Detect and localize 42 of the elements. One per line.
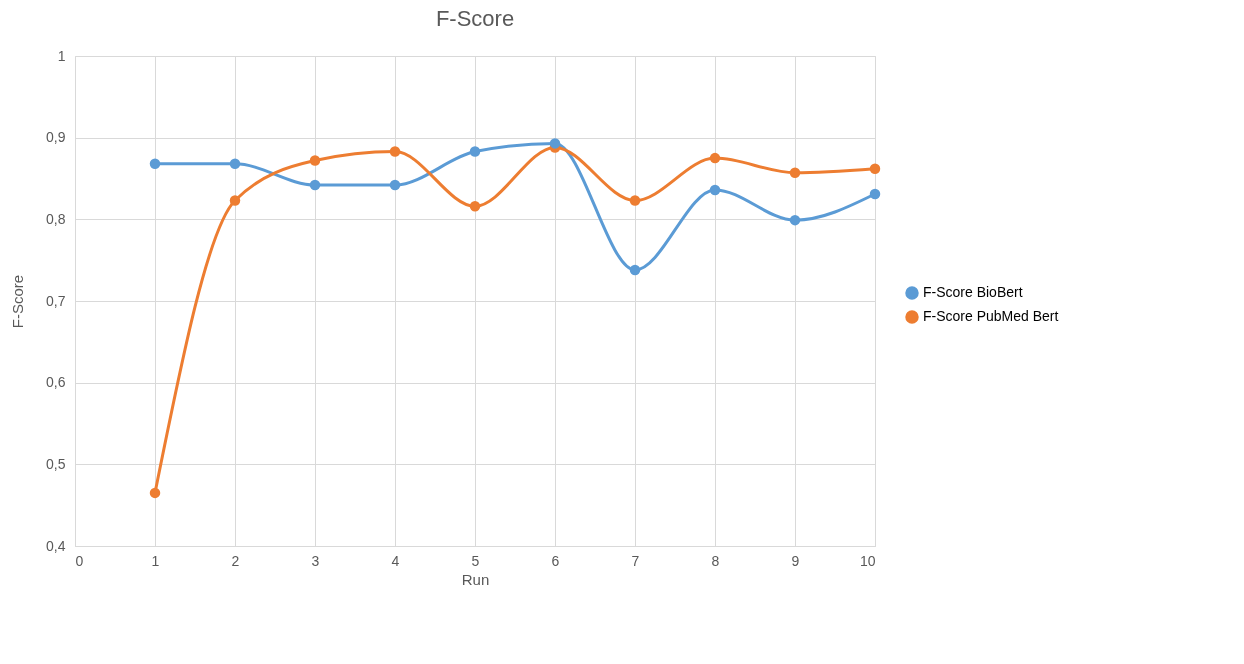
x-axis-title: Run [461, 570, 490, 588]
point [309, 179, 321, 191]
point [869, 163, 881, 174]
x-tick-label: 4 [391, 552, 400, 569]
y-axis-title: F-Score [9, 274, 27, 329]
x-tick-label: 5 [471, 552, 480, 569]
point [469, 146, 481, 157]
point [229, 195, 241, 206]
x-tick-label: 8 [711, 552, 720, 569]
x-tick-label: 1 [151, 552, 160, 569]
point [709, 184, 721, 196]
point [549, 138, 561, 149]
y-tick-label: 0,8 [46, 210, 66, 227]
x-tick-label: 10 [859, 552, 876, 569]
point [709, 152, 721, 164]
y-tick-label: 0,4 [46, 537, 66, 554]
point [789, 167, 801, 179]
x-tick-label: 6 [551, 552, 560, 569]
chart-title: F-Score [435, 6, 515, 31]
x-tick-label: 9 [791, 552, 800, 569]
y-tick-label: 1 [57, 47, 66, 64]
point [309, 155, 321, 166]
point [389, 179, 401, 191]
point [629, 195, 641, 206]
x-tick-label: 3 [311, 552, 320, 569]
point [389, 146, 401, 157]
point [629, 264, 641, 276]
x-tick-label: 0 [75, 552, 84, 569]
point [789, 214, 801, 226]
y-tick-label: 0,6 [46, 374, 66, 391]
legend-label: F-Score BioBert [923, 284, 1023, 300]
point [469, 201, 481, 212]
point [149, 158, 161, 170]
legend-label: F-Score PubMed Bert [923, 308, 1059, 324]
point [229, 158, 241, 170]
point [149, 487, 161, 499]
y-tick-label: 0,5 [46, 455, 66, 472]
y-tick-label: 0,9 [46, 129, 66, 146]
x-tick-label: 7 [631, 552, 640, 569]
y-tick-label: 0,7 [46, 292, 66, 309]
point [869, 188, 881, 200]
x-tick-label: 2 [231, 552, 240, 569]
